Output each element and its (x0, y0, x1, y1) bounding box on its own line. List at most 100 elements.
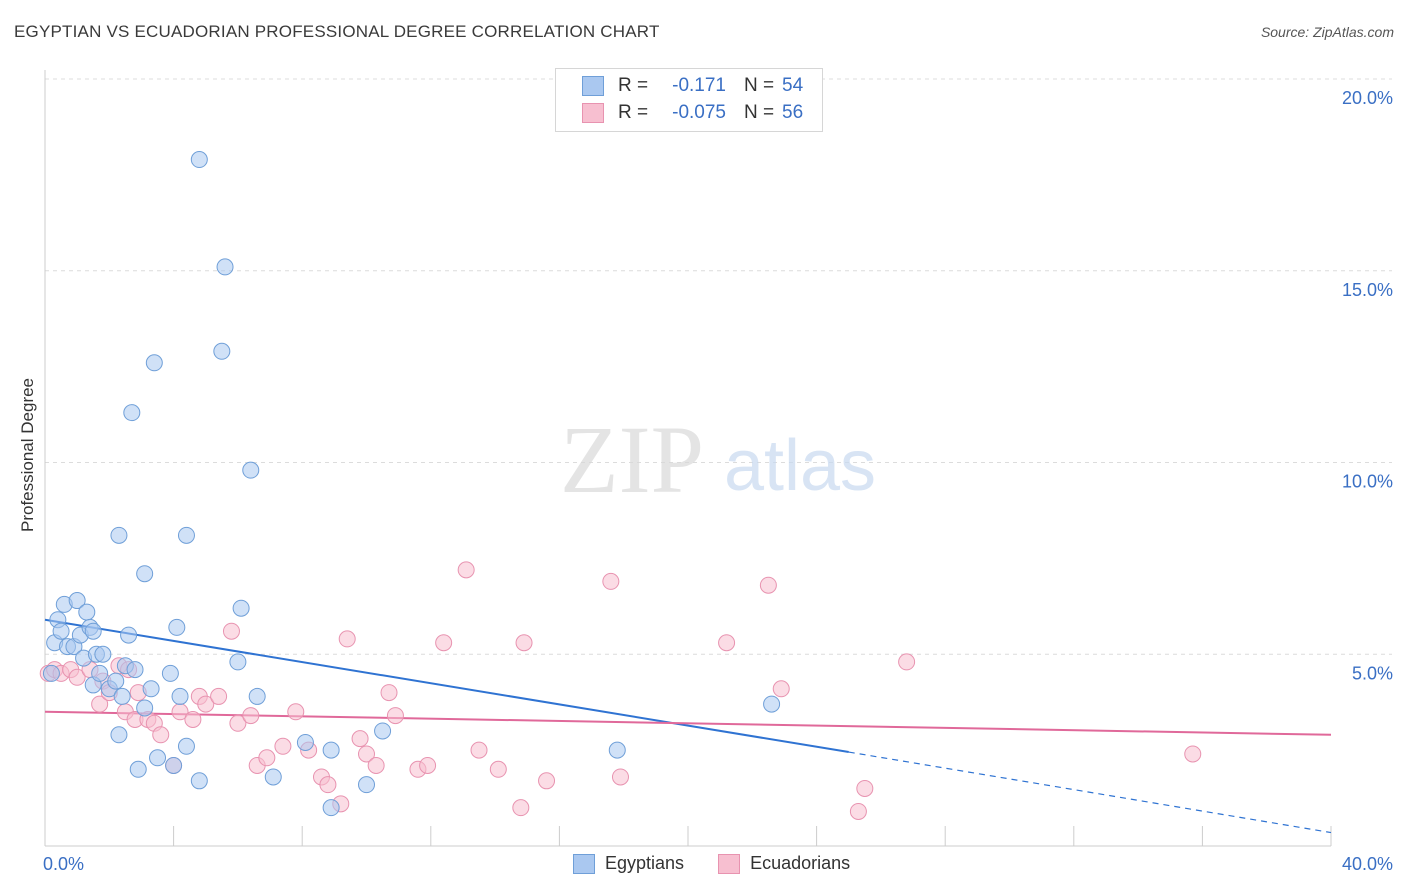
egyptian-point (149, 749, 167, 767)
egyptian-point (123, 404, 141, 422)
ecuadorian-point (515, 634, 533, 652)
egyptian-point (608, 741, 626, 759)
legend-r-label: R = (618, 102, 649, 123)
ecuadorian-point (351, 730, 369, 748)
egyptian-point (142, 680, 160, 698)
y-tick-label: 10.0% (1342, 472, 1393, 492)
ecuadorian-point (222, 622, 240, 640)
egyptian-point (136, 565, 154, 583)
ecuadorian-point (367, 756, 385, 774)
ecuadorian-point (210, 687, 228, 705)
egyptian-point (190, 772, 208, 790)
egyptian-point (177, 737, 195, 755)
egyptian-point (120, 626, 138, 644)
egyptian-point (213, 342, 231, 360)
egyptian-point (110, 526, 128, 544)
ecuadorian-point (184, 710, 202, 728)
series-name-ecuadorians: Ecuadorians (750, 853, 851, 873)
egyptian-point (42, 664, 60, 682)
series-legend-ecuadorians[interactable]: Ecuadorians (718, 853, 850, 874)
ecuadorian-point (91, 695, 109, 713)
x-tick-label: 0.0% (43, 854, 84, 874)
legend-r-label: R = (618, 75, 649, 96)
ecuadorian-point (759, 576, 777, 594)
legend-r-value: -0.171 (672, 75, 726, 96)
egyptian-point (110, 726, 128, 744)
legend-r-value: -0.075 (672, 102, 726, 123)
egyptian-point (374, 722, 392, 740)
egyptian-point (264, 768, 282, 786)
ecuadorian-point (512, 799, 530, 817)
egyptian-point (91, 664, 109, 682)
egyptian-point (177, 526, 195, 544)
chart-title: EGYPTIAN VS ECUADORIAN PROFESSIONAL DEGR… (14, 22, 660, 41)
watermark-atlas: atlas (724, 426, 876, 506)
egyptian-point (171, 687, 189, 705)
ecuadorian-point (274, 737, 292, 755)
ecuadorian-point (287, 703, 305, 721)
legend-n-value: 54 (782, 75, 804, 96)
ecuadorian-point (197, 695, 215, 713)
source-label: Source: ZipAtlas.com (1260, 24, 1394, 40)
legend-n-label: N = (744, 75, 775, 96)
series-swatch-ecuadorians (718, 853, 741, 874)
egyptian-point (322, 799, 340, 817)
egyptian-point (113, 687, 131, 705)
egyptian-point (229, 653, 247, 671)
ecuadorian-point (68, 668, 86, 686)
ecuadorian-point (611, 768, 629, 786)
ecuadorian-point (435, 634, 453, 652)
ecuadorian-point (338, 630, 356, 648)
legend-n-label: N = (744, 102, 775, 123)
ecuadorian-point (718, 634, 736, 652)
egyptian-point (763, 695, 781, 713)
series-name-egyptians: Egyptians (605, 853, 685, 873)
ecuadorian-point (602, 572, 620, 590)
egyptian-point (107, 672, 125, 690)
watermark-zip: ZIP (560, 406, 704, 513)
egyptian-point (232, 599, 250, 617)
egyptian-point (296, 733, 314, 751)
legend-swatch-egyptians (582, 76, 604, 96)
egyptian-point (94, 645, 112, 663)
egyptian-point (322, 741, 340, 759)
ecuadorian-point (457, 561, 475, 579)
ecuadorian-point (489, 760, 507, 778)
ecuadorian-point (419, 756, 437, 774)
legend-swatch-ecuadorians (582, 103, 604, 123)
series-legend: Egyptians Ecuadorians (573, 853, 884, 874)
ecuadorian-point (152, 726, 170, 744)
egyptian-point (248, 687, 266, 705)
egyptian-trend-line (44, 618, 849, 754)
egyptian-point (358, 776, 375, 794)
egyptian-point (52, 622, 70, 640)
ecuadorian-trend-line (44, 710, 1332, 736)
ecuadorian-point (1184, 745, 1202, 763)
ecuadorian-point (258, 749, 276, 767)
egyptian-point (126, 661, 144, 679)
ecuadorian-point (319, 776, 337, 794)
egyptian-point (168, 618, 186, 636)
ecuadorian-point (849, 802, 867, 820)
legend-row-ecuadorians: R = -0.075 N = 56 (582, 101, 803, 125)
y-tick-label: 20.0% (1342, 88, 1393, 108)
ecuadorian-point (242, 707, 260, 725)
egyptian-point (68, 592, 86, 610)
ecuadorian-point (358, 745, 375, 763)
egyptian-point (145, 354, 163, 372)
y-tick-label: 15.0% (1342, 280, 1393, 300)
egyptian-point (161, 664, 179, 682)
egyptian-point (136, 699, 154, 717)
egyptian-trend-extension (848, 751, 1332, 834)
ecuadorian-point (386, 707, 404, 725)
ecuadorian-point (380, 684, 398, 702)
legend-row-egyptians: R = -0.171 N = 54 (582, 74, 803, 98)
egyptian-point (84, 622, 102, 640)
egyptian-point (216, 258, 234, 276)
ecuadorian-point (772, 680, 790, 698)
ecuadorian-point (538, 772, 556, 790)
series-legend-egyptians[interactable]: Egyptians (573, 853, 684, 874)
y-tick-label: 5.0% (1352, 663, 1393, 683)
egyptian-point (129, 760, 147, 778)
